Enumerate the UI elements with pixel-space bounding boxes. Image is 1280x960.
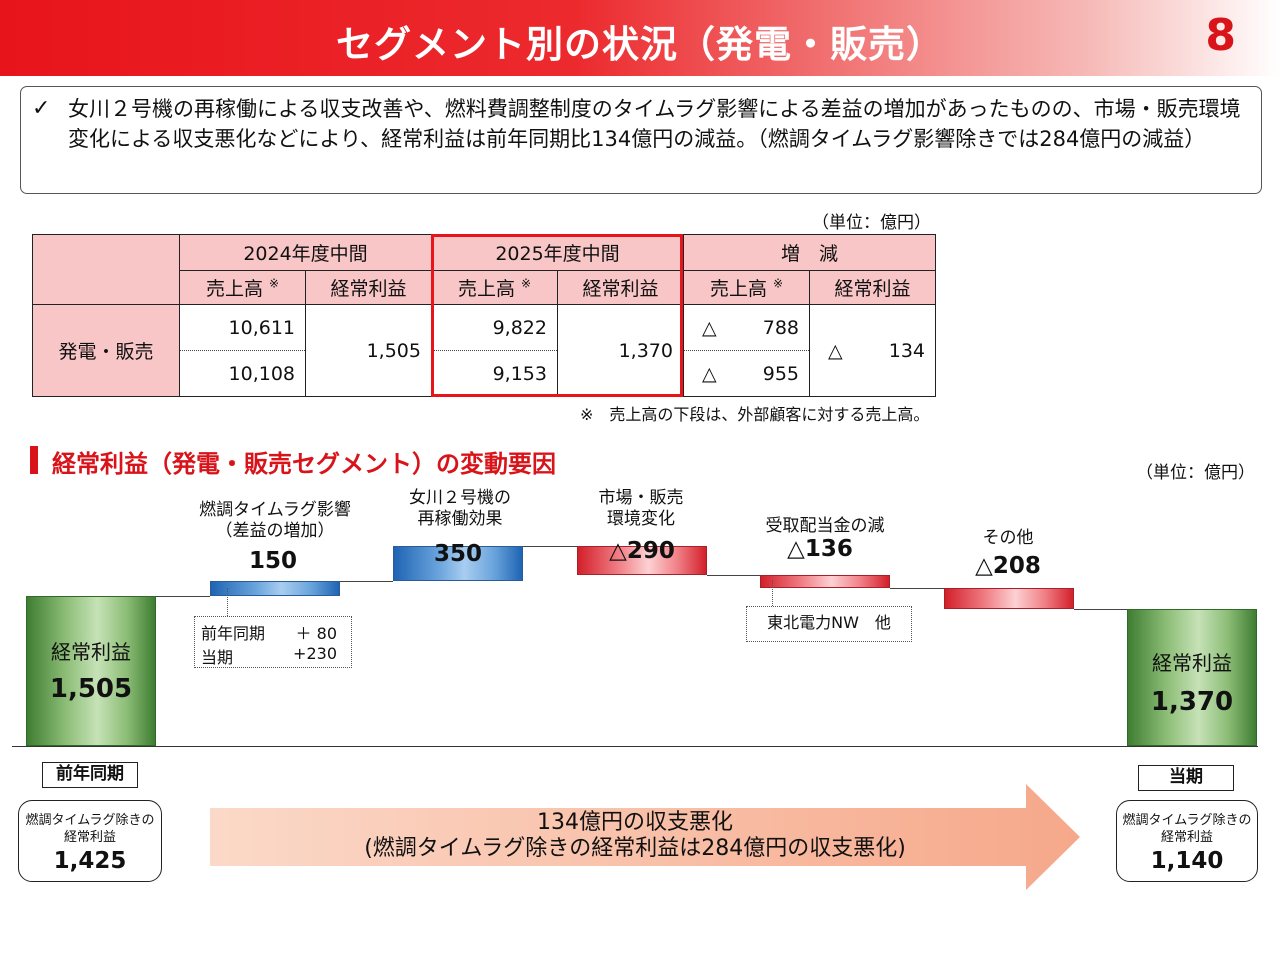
bar-start-value: 1,505: [49, 673, 133, 704]
step-label-dividend: 受取配当金の減: [765, 516, 885, 536]
step-label-onagawa: 女川２号機の 再稼働効果: [409, 488, 511, 529]
connector-line: [156, 595, 210, 597]
change-arrow: [210, 784, 1080, 890]
cell-2025-profit: 1,370: [557, 304, 684, 397]
category-prev: 前年同期: [42, 762, 138, 788]
table-unit: （単位：億円）: [812, 213, 931, 233]
bar-step-timelag: [210, 580, 340, 596]
step-value-other: △208: [975, 553, 1041, 579]
summary-box: [20, 86, 1262, 194]
highlight-frame-2025: [431, 234, 683, 397]
connector-line: [1074, 608, 1127, 610]
summary-text: 女川２号機の再稼働による収支改善や、燃料費調整制度のタイムラグ影響による差益の増…: [68, 97, 1241, 151]
period-header-2024: 2024年度中間: [179, 234, 432, 271]
arrow-shape: [210, 784, 1080, 890]
note-leader-line: [772, 580, 773, 606]
timelag-note-row: 前年同期＋ 80: [201, 624, 337, 643]
connector-line: [340, 580, 393, 582]
step-value-timelag: 150: [248, 548, 297, 574]
chart-unit: （単位：億円）: [1136, 463, 1255, 483]
bar-end: [1127, 609, 1257, 746]
timelag-note-box: 前年同期＋ 80 当期 +230: [194, 616, 352, 668]
header-banner: [0, 0, 1280, 76]
dividend-note-box: 東北電力NW 他: [746, 606, 912, 642]
chart-baseline: [12, 746, 1258, 747]
cell-2025-sales-total: 9,822: [431, 304, 558, 351]
arrow-line-1: 134億円の収支悪化: [537, 810, 733, 835]
section-title: 経常利益（発電・販売セグメント）の変動要因: [52, 450, 556, 478]
section-marker: [30, 446, 38, 474]
arrow-line-2: (燃調タイムラグ除きの経常利益は284億円の収支悪化): [364, 836, 906, 861]
step-label-timelag: 燃調タイムラグ影響 （差益の増加）: [199, 500, 351, 541]
bar-step-other: [944, 588, 1074, 609]
row-label: 発電・販売: [32, 304, 180, 397]
sub-header-sales: 売上高 ※: [179, 270, 306, 305]
bar-step-onagawa: [393, 545, 523, 581]
step-value-market: △290: [609, 538, 675, 564]
cell-2024-sales-total: 10,611: [179, 304, 306, 351]
table-corner: [32, 234, 180, 305]
segment-table: 2024年度中間 2025年度中間 増 減 売上高 ※ 経常利益 売上高 ※ 経…: [32, 234, 936, 397]
cell-delta-sales-external: △ 955: [683, 350, 810, 397]
cell-delta-sales-total: △ 788: [683, 304, 810, 351]
step-value-dividend: △136: [787, 536, 853, 562]
step-label-market: 市場・販売 環境変化: [598, 488, 684, 529]
connector-line: [523, 545, 577, 547]
step-value-onagawa: 350: [433, 541, 482, 567]
sub-header-profit: 経常利益: [809, 270, 936, 305]
sub-header-sales: 売上高 ※: [683, 270, 810, 305]
adjusted-start-box: 燃調タイムラグ除きの 経常利益 1,425: [18, 800, 162, 882]
step-label-other: その他: [982, 528, 1034, 548]
page-number: 8: [1205, 10, 1236, 61]
bar-step-dividend: [760, 574, 890, 589]
category-current: 当期: [1138, 765, 1234, 791]
bar-end-label: 経常利益: [1152, 651, 1232, 675]
note-leader-line: [227, 588, 228, 616]
adjusted-end-box: 燃調タイムラグ除きの 経常利益 1,140: [1116, 800, 1258, 882]
bar-start-label: 経常利益: [51, 639, 131, 664]
bar-start: [26, 595, 156, 746]
period-header-delta: 増 減: [683, 234, 936, 271]
timelag-note-row: 当期 +230: [201, 644, 337, 667]
page-title: セグメント別の状況（発電・販売）: [336, 23, 944, 66]
cell-2024-sales-external: 10,108: [179, 350, 306, 397]
bar-end-value: 1,370: [1150, 687, 1234, 717]
cell-2024-profit: 1,505: [305, 304, 432, 397]
arrow-text: 134億円の収支悪化 (燃調タイムラグ除きの経常利益は284億円の収支悪化): [300, 810, 970, 862]
connector-line: [707, 574, 760, 576]
bar-step-market: [577, 545, 707, 575]
sub-header-profit: 経常利益: [305, 270, 432, 305]
cell-delta-profit: △ 134: [809, 304, 936, 397]
check-icon: ✓: [32, 96, 51, 121]
sub-header-sales: 売上高 ※: [431, 270, 558, 305]
table-footnote: ※ 売上高の下段は、外部顧客に対する売上高。: [580, 405, 930, 424]
connector-line: [890, 588, 944, 590]
